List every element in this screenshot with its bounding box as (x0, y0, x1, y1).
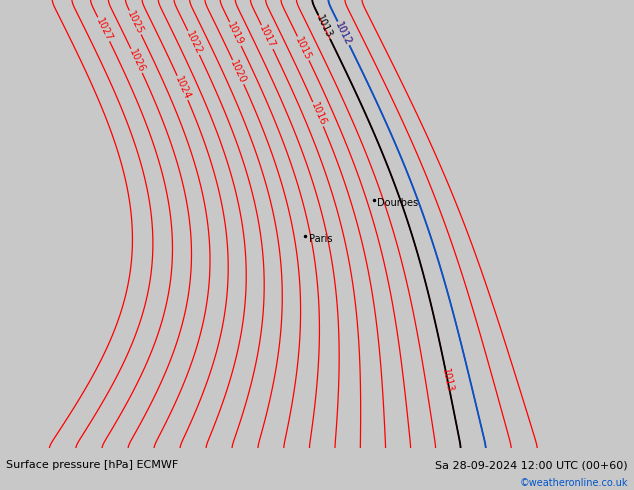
Text: 1016: 1016 (309, 101, 328, 127)
Text: 1013: 1013 (314, 14, 334, 40)
Text: Surface pressure [hPa] ECMWF: Surface pressure [hPa] ECMWF (6, 460, 179, 470)
Text: ©weatheronline.co.uk: ©weatheronline.co.uk (519, 478, 628, 488)
Text: 1013: 1013 (441, 368, 455, 394)
Text: 1022: 1022 (184, 29, 204, 56)
Text: Sa 28-09-2024 12:00 UTC (00+60): Sa 28-09-2024 12:00 UTC (00+60) (435, 460, 628, 470)
Text: 1025: 1025 (126, 9, 145, 36)
Text: 1019: 1019 (226, 21, 245, 47)
Text: 1017: 1017 (257, 24, 277, 50)
Text: 1020: 1020 (228, 59, 248, 85)
Text: 1012: 1012 (333, 20, 353, 47)
Text: 1012: 1012 (333, 20, 353, 47)
Text: 1024: 1024 (173, 74, 192, 101)
Text: Dourbes: Dourbes (377, 197, 418, 208)
Text: 1015: 1015 (294, 35, 313, 62)
Text: 1027: 1027 (94, 16, 113, 43)
Text: Paris: Paris (309, 234, 333, 244)
Text: 1026: 1026 (127, 48, 146, 74)
